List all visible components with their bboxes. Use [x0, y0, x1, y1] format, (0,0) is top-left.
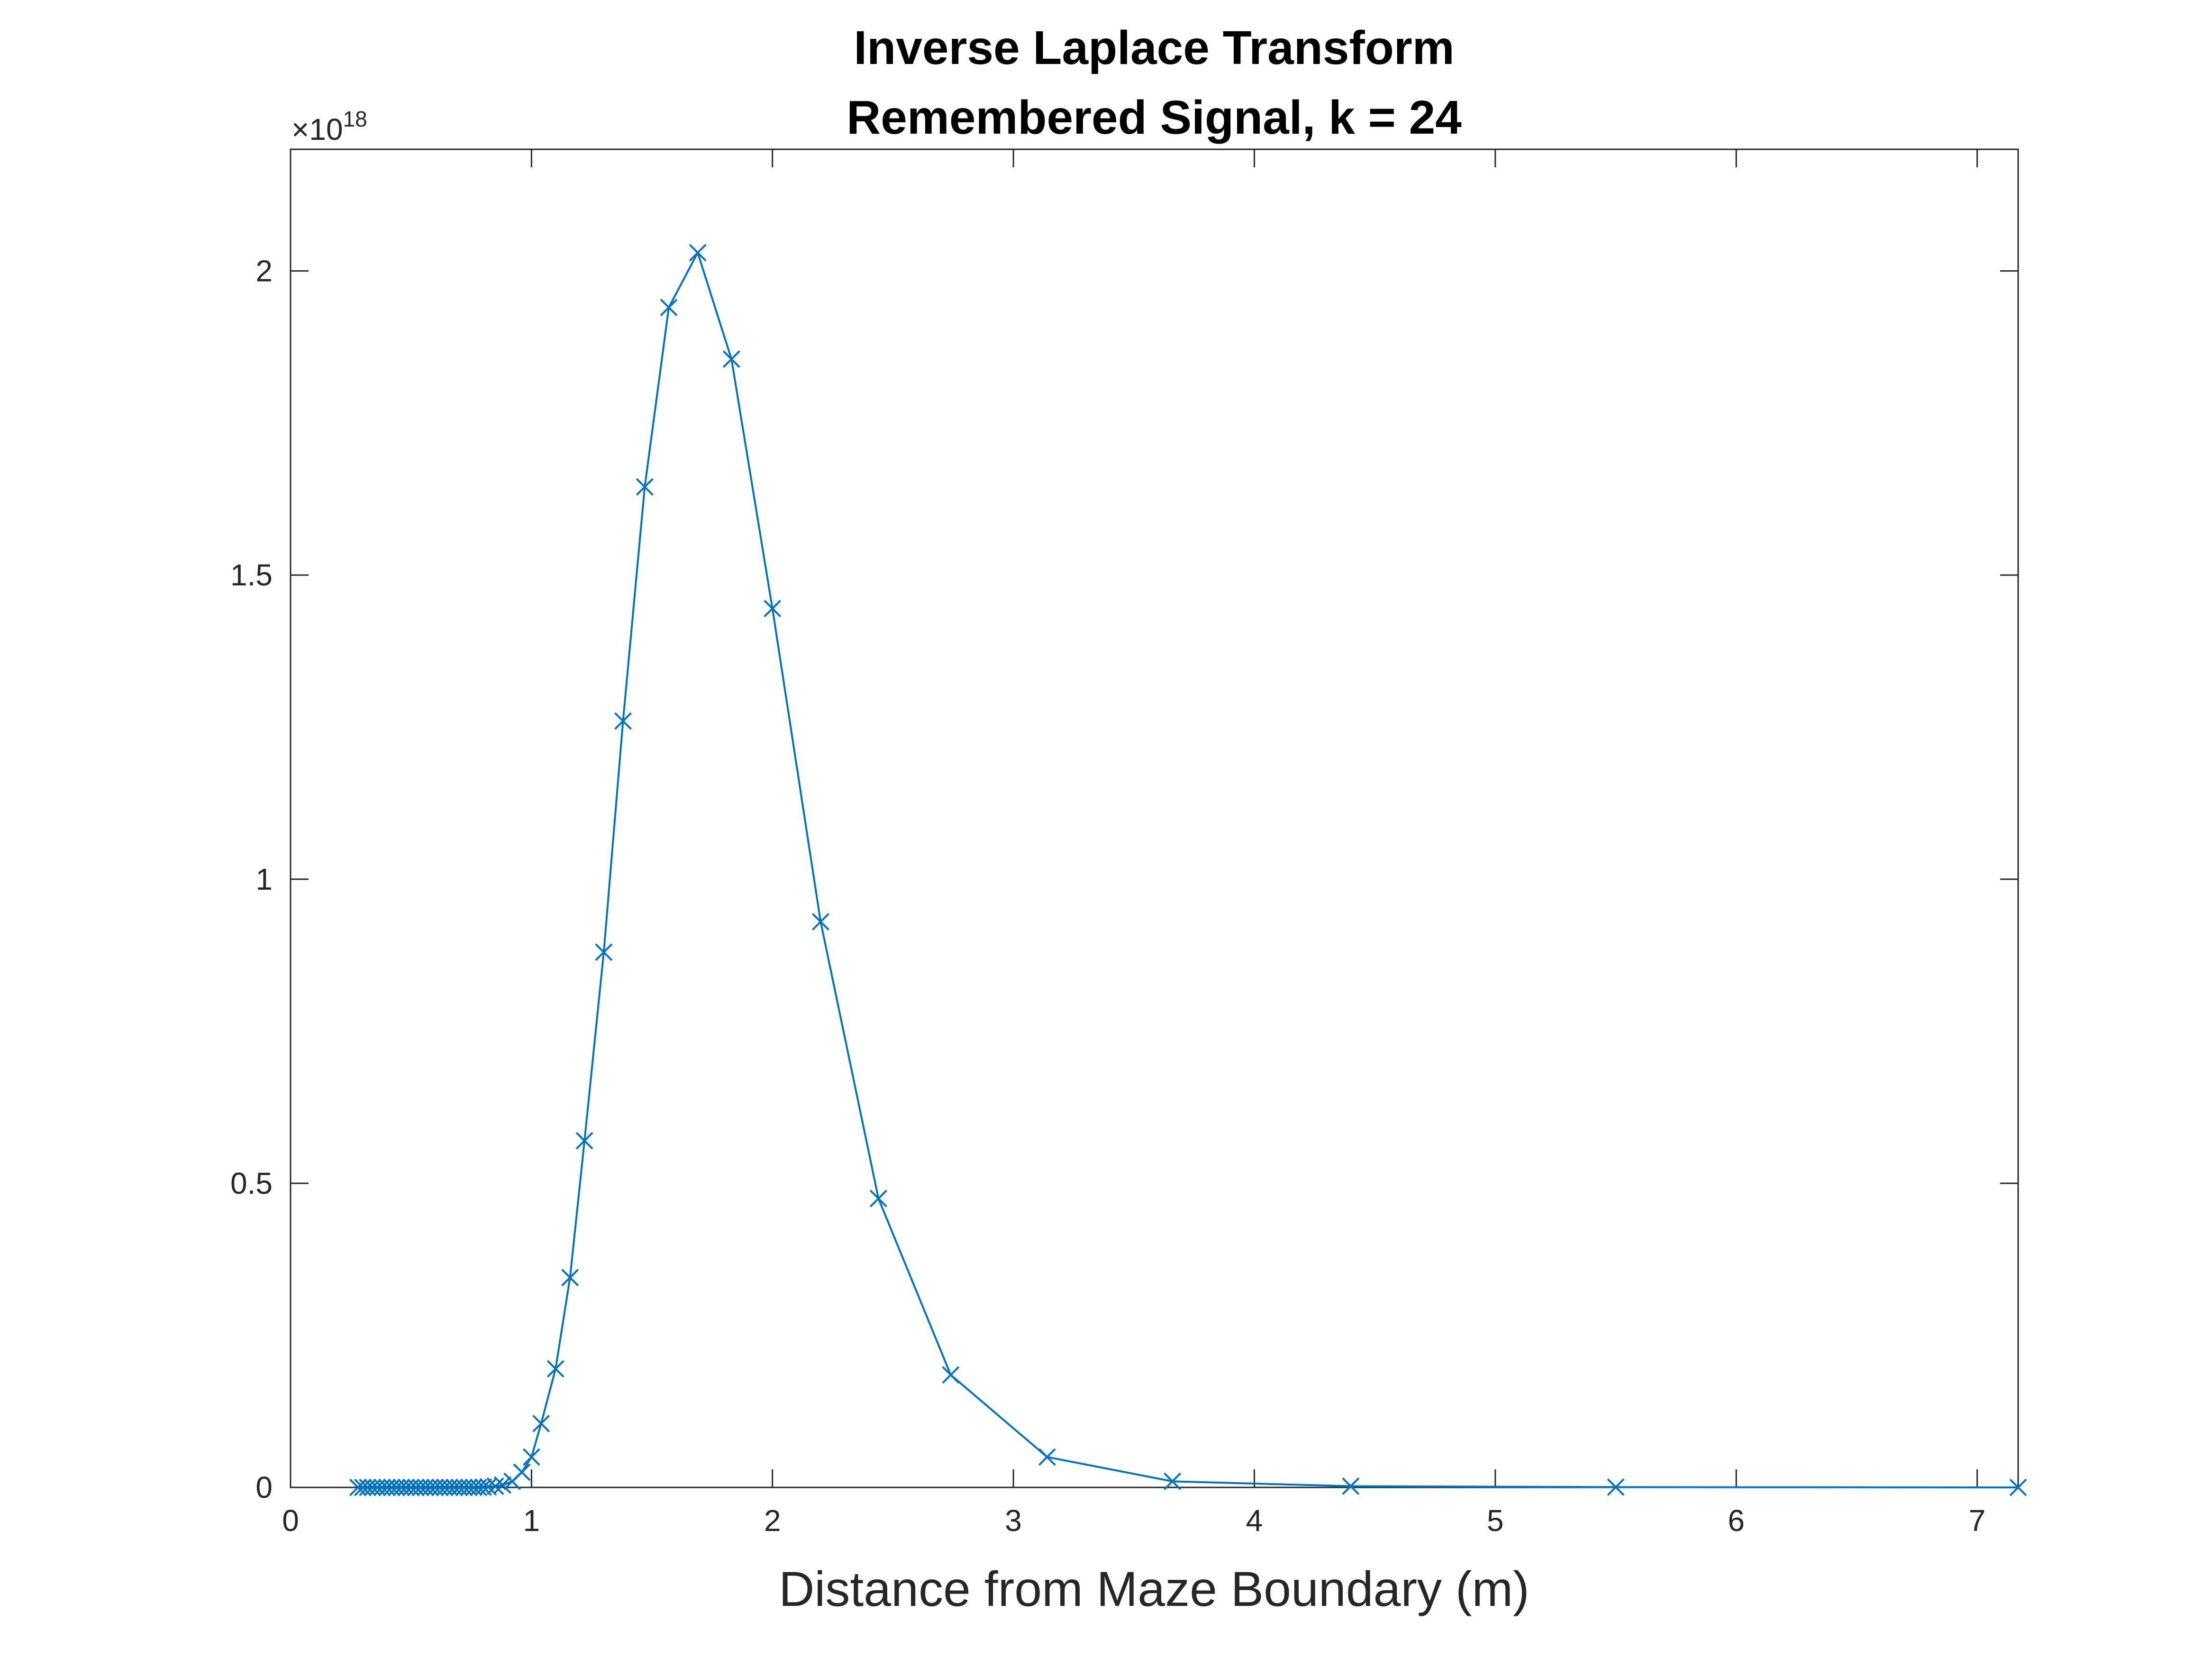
- data-point-marker: [1038, 1448, 1056, 1466]
- x-tick-label: 3: [1005, 1504, 1022, 1538]
- data-point-marker: [811, 913, 829, 931]
- y-tick-label: 1.5: [230, 558, 273, 592]
- x-tick-label: 6: [1728, 1504, 1745, 1538]
- series-line: [358, 252, 2019, 1488]
- data-point-marker: [522, 1448, 540, 1466]
- data-point-marker: [764, 600, 782, 618]
- data-point-marker: [575, 1132, 593, 1150]
- data-point-marker: [942, 1366, 960, 1384]
- y-tick-label: 1: [255, 862, 273, 896]
- data-point-marker: [2009, 1478, 2027, 1496]
- data-point-marker: [1607, 1478, 1625, 1496]
- y-tick-label: 2: [255, 254, 273, 288]
- data-point-marker: [660, 299, 678, 317]
- data-point-marker: [513, 1463, 531, 1481]
- y-exponent-power: 18: [343, 107, 367, 131]
- data-point-marker: [636, 478, 654, 496]
- data-point-marker: [1164, 1472, 1182, 1490]
- x-tick-labels: 0 1 2 3 4 5 6 7: [282, 1504, 1985, 1538]
- x-tick-label: 7: [1969, 1504, 1986, 1538]
- plot-area: [290, 148, 2019, 1488]
- data-point-marker: [614, 712, 632, 730]
- data-point-marker: [870, 1190, 887, 1207]
- x-tick-label: 4: [1246, 1504, 1263, 1538]
- data-point-marker: [493, 1476, 511, 1494]
- data-point-marker: [546, 1360, 564, 1378]
- x-tick-label: 5: [1487, 1504, 1504, 1538]
- y-tick-label: 0.5: [230, 1166, 273, 1200]
- x-tick-label: 0: [282, 1504, 299, 1538]
- data-point-marker: [479, 1478, 497, 1496]
- data-point-marker: [595, 943, 613, 961]
- y-tick-labels: 0 0.5 1 1.5 2: [230, 254, 273, 1504]
- y-exponent-prefix: ×10: [291, 112, 343, 146]
- y-exponent-label: ×1018: [291, 107, 367, 146]
- series-markers: [349, 244, 2027, 1496]
- data-point-marker: [486, 1477, 504, 1495]
- data-point-marker: [561, 1268, 579, 1286]
- chart-title-line-2: Remembered Signal, k = 24: [847, 91, 1462, 144]
- data-point-marker: [722, 350, 740, 368]
- y-tick-label: 0: [255, 1470, 273, 1504]
- x-tick-label: 1: [523, 1504, 540, 1538]
- x-tick-label: 2: [764, 1504, 781, 1538]
- data-point-marker: [532, 1414, 550, 1432]
- x-axis-label: Distance from Maze Boundary (m): [779, 1562, 1529, 1617]
- chart-title-line-1: Inverse Laplace Transform: [854, 21, 1454, 74]
- data-point-marker: [1342, 1477, 1360, 1495]
- data-point-marker: [689, 244, 707, 262]
